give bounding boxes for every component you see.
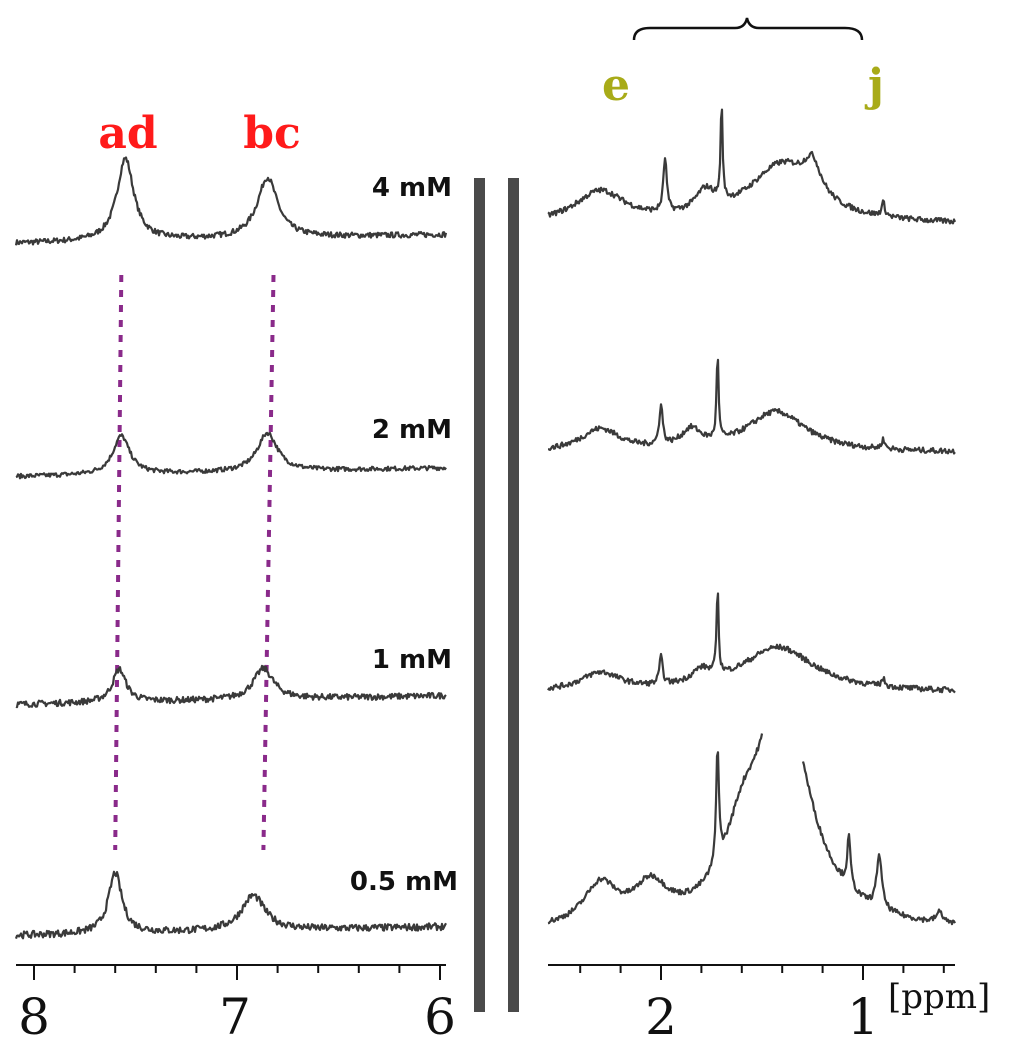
concentration-label-2mm: 2 mM: [372, 415, 452, 445]
concentration-label-4mm: 4 mM: [372, 173, 452, 203]
divider-bar-right: [508, 178, 519, 1012]
concentration-label-1mm: 1 mM: [372, 645, 452, 675]
tick-label-2: 2: [645, 988, 677, 1046]
guide-line-ad: [113, 274, 124, 851]
spectrum-aliphatic-2mm: [547, 358, 956, 455]
peak-label-j: j: [864, 60, 884, 111]
spectra-traces: [14, 108, 957, 940]
tick-label-1: 1: [847, 988, 879, 1046]
x-axis-unit-label: [ppm]: [888, 977, 990, 1017]
peak-label-bc: bc: [243, 108, 301, 159]
x-ticks-aromatic: [33, 965, 441, 980]
guide-line-bc: [261, 274, 276, 851]
spectrum-aromatic-0-5mm: [14, 870, 447, 940]
spectrum-aliphatic-1mm: [547, 592, 956, 694]
peak-label-ad: ad: [98, 108, 157, 159]
tick-label-8: 8: [18, 988, 50, 1046]
peak-label-e: e: [602, 60, 630, 111]
x-ticks-aliphatic: [579, 965, 945, 980]
spectrum-aromatic-2mm: [15, 431, 447, 480]
spectrum-aromatic-1mm: [15, 664, 447, 709]
spectrum-aliphatic-4mm: [547, 108, 957, 225]
spectrum-aromatic-4mm: [14, 156, 448, 246]
divider-bar-left: [474, 178, 485, 1012]
region-brace: [632, 17, 864, 41]
spectrum-aliphatic-0-5mm: [547, 733, 956, 926]
shift-guides: [113, 274, 276, 851]
tick-label-6: 6: [424, 988, 456, 1046]
concentration-label-0-5mm: 0.5 mM: [350, 867, 458, 897]
tick-label-7: 7: [219, 988, 251, 1046]
